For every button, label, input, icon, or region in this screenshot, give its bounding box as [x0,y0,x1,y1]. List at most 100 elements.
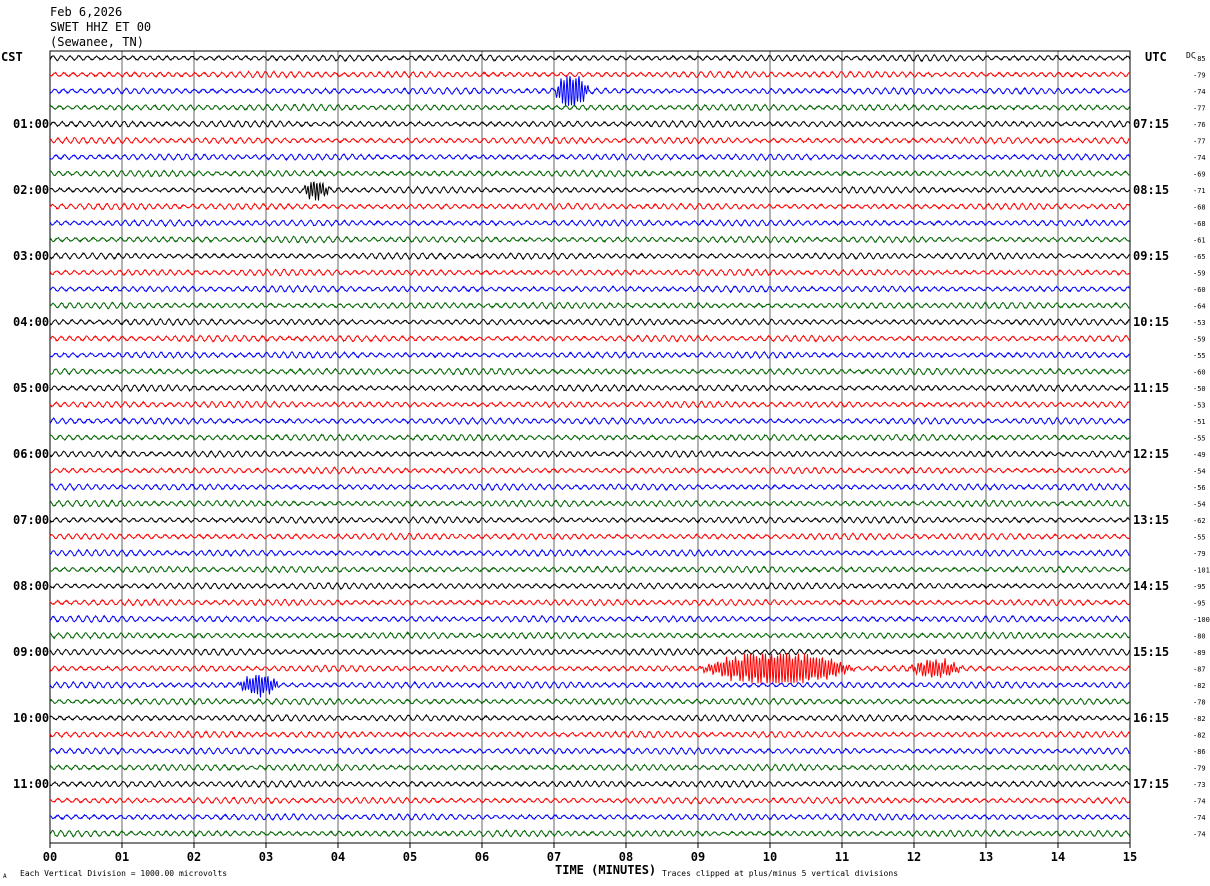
trace-row-23 [49,433,1131,442]
dc-offset-label: -82 [1193,715,1206,723]
trace-row-40 [49,713,1131,723]
left-hour-label: 06:00 [13,447,49,461]
x-tick-label: 12 [907,850,921,864]
dc-offset-label: -68 [1193,220,1206,228]
dc-offset-label: -50 [1193,385,1206,393]
dc-offset-label: -89 [1193,649,1206,657]
trace-row-7 [49,169,1131,178]
dc-offset-label: -56 [1193,484,1206,492]
date-label: Feb 6,2026 [50,5,123,19]
trace-row-33 [49,598,1131,607]
dc-offset-label: -82 [1193,682,1206,690]
trace-row-1 [49,70,1131,79]
dc-offset-label: -74 [1193,154,1206,162]
dc-offset-label: -71 [1193,187,1206,195]
dc-offset-label: -74 [1193,88,1206,96]
trace-row-11 [49,235,1131,244]
trace-row-25 [49,465,1130,475]
trace-row-5 [49,136,1131,145]
x-tick-label: 15 [1123,850,1137,864]
trace-row-16 [49,317,1131,327]
location-label: (Sewanee, TN) [50,35,144,49]
dc-offset-label: -61 [1193,237,1206,245]
dc-offset-label: -55 [1193,352,1206,360]
x-tick-label: 00 [43,850,57,864]
trace-row-15 [49,301,1131,310]
trace-row-43 [49,763,1131,772]
dc-offset-label: -54 [1193,501,1206,509]
dc-offset-label: -73 [1193,781,1206,789]
dc-offset-label: -77 [1193,138,1206,146]
dc-offset-label: -51 [1193,418,1206,426]
trace-row-34 [49,614,1131,624]
left-hour-label: 02:00 [13,183,49,197]
right-hour-label: 08:15 [1133,183,1169,197]
dc-offset-label: -78 [1193,699,1206,707]
trace-row-31 [49,565,1131,574]
dc-offset-label: -100 [1193,616,1210,624]
right-hour-label: 13:15 [1133,513,1169,527]
dc-offset-label: -76 [1193,121,1206,129]
dc-offset-label: -69 [1193,171,1206,179]
trace-row-42 [49,746,1131,756]
trace-row-41 [49,729,1131,739]
x-tick-label: 10 [763,850,777,864]
right-hour-label: 14:15 [1133,579,1169,593]
seismic-traces [49,53,1131,838]
left-hour-label: 01:00 [13,117,49,131]
dc-offset-label: -80 [1193,633,1206,641]
dc-offset-label: -74 [1193,831,1206,839]
trace-row-29 [49,532,1131,541]
trace-row-2 [49,76,1131,106]
dc-offset-label: -55 [1193,534,1206,542]
right-hour-label: 16:15 [1133,711,1169,725]
dc-offset-label: -64 [1193,303,1206,311]
dc-offset-label: -55 [1193,435,1206,443]
dc-offset-label: -79 [1193,550,1206,558]
dc-offset-label: -79 [1193,765,1206,773]
trace-row-9 [49,202,1131,211]
left-hour-label: 04:00 [13,315,49,329]
trace-row-27 [49,499,1131,508]
right-hour-label: 11:15 [1133,381,1169,395]
dc-offset-label: -54 [1193,468,1206,476]
x-tick-label: 03 [259,850,273,864]
dc-offset-label: -53 [1193,402,1206,410]
x-tick-label: 05 [403,850,417,864]
right-hour-label: 10:15 [1133,315,1169,329]
dc-offset-label: -95 [1193,600,1206,608]
x-axis-title: TIME (MINUTES) [555,863,656,877]
trace-row-28 [49,515,1131,525]
trace-row-0 [49,53,1131,63]
trace-row-4 [49,119,1131,129]
trace-row-14 [49,284,1131,294]
axis-labels: 00 01 02 03 04 05 06 07 08 09 10 11 12 13 14 15 -85 -79 -7… [13,55,1210,864]
dc-offset-label: -74 [1193,814,1206,822]
dc-offset-label: -95 [1193,583,1206,591]
plot-frame [49,50,1131,844]
trace-row-36 [49,647,1131,657]
trace-row-3 [49,103,1131,112]
x-tick-label: 08 [619,850,633,864]
dc-offset-label: -62 [1193,517,1206,525]
dc-offset-label: -53 [1193,319,1206,327]
dc-offset-label: -60 [1193,369,1206,377]
x-tick-label: 07 [547,850,561,864]
trace-row-35 [49,631,1131,640]
left-hour-label: 09:00 [13,645,49,659]
right-hour-label: 07:15 [1133,117,1169,131]
dc-offset-label: -79 [1193,72,1206,80]
x-tick-label: 04 [331,850,345,864]
trace-row-20 [49,383,1131,393]
trace-row-46 [49,812,1131,821]
dc-offset-label: -82 [1193,732,1206,740]
trace-row-18 [49,350,1131,360]
dc-offset-label: -59 [1193,270,1206,278]
right-hour-label: 12:15 [1133,447,1169,461]
trace-row-13 [49,268,1131,277]
trace-row-39 [49,697,1131,706]
x-tick-label: 14 [1051,850,1065,864]
right-hour-label: 15:15 [1133,645,1169,659]
trace-row-26 [49,482,1131,492]
